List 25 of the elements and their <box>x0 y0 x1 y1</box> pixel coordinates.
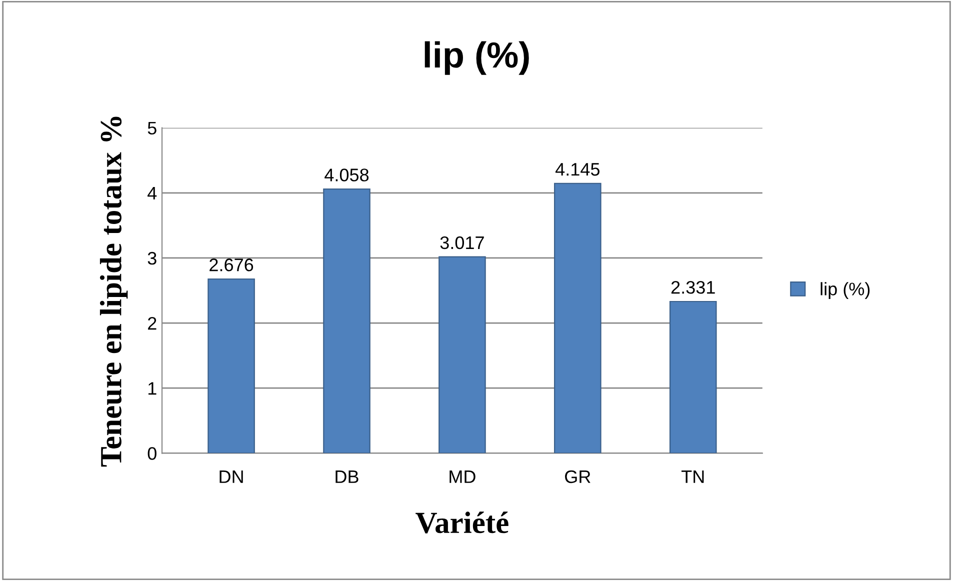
legend-label: lip (%) <box>820 282 870 299</box>
bar <box>669 300 717 454</box>
x-tick-label: DB <box>336 470 358 483</box>
y-tick-label: 0 <box>148 447 156 460</box>
chart-title: lip (%) <box>424 41 529 75</box>
x-axis-title: Variété <box>416 512 508 534</box>
x-tick-label: GR <box>565 470 590 484</box>
data-label: 2.676 <box>210 258 254 272</box>
y-tick-label: 2 <box>148 316 156 330</box>
data-label: 4.145 <box>555 163 600 176</box>
data-label: 4.058 <box>324 168 369 182</box>
x-tick-label: DN <box>220 470 243 483</box>
x-tick-label: MD <box>450 470 476 483</box>
y-tick-label: 1 <box>148 382 156 395</box>
y-tick-label: 5 <box>148 122 156 135</box>
bar <box>554 182 602 454</box>
y-tick-label: 4 <box>148 187 157 200</box>
x-tick-label: TN <box>681 470 704 483</box>
y-tick-label: 3 <box>148 252 156 265</box>
bar <box>208 278 255 454</box>
data-label: 2.331 <box>671 280 715 294</box>
bar <box>438 256 486 454</box>
bar <box>323 188 370 454</box>
y-axis-title: Teneure en lipide totaux % <box>100 116 128 467</box>
data-label: 3.017 <box>440 236 484 250</box>
